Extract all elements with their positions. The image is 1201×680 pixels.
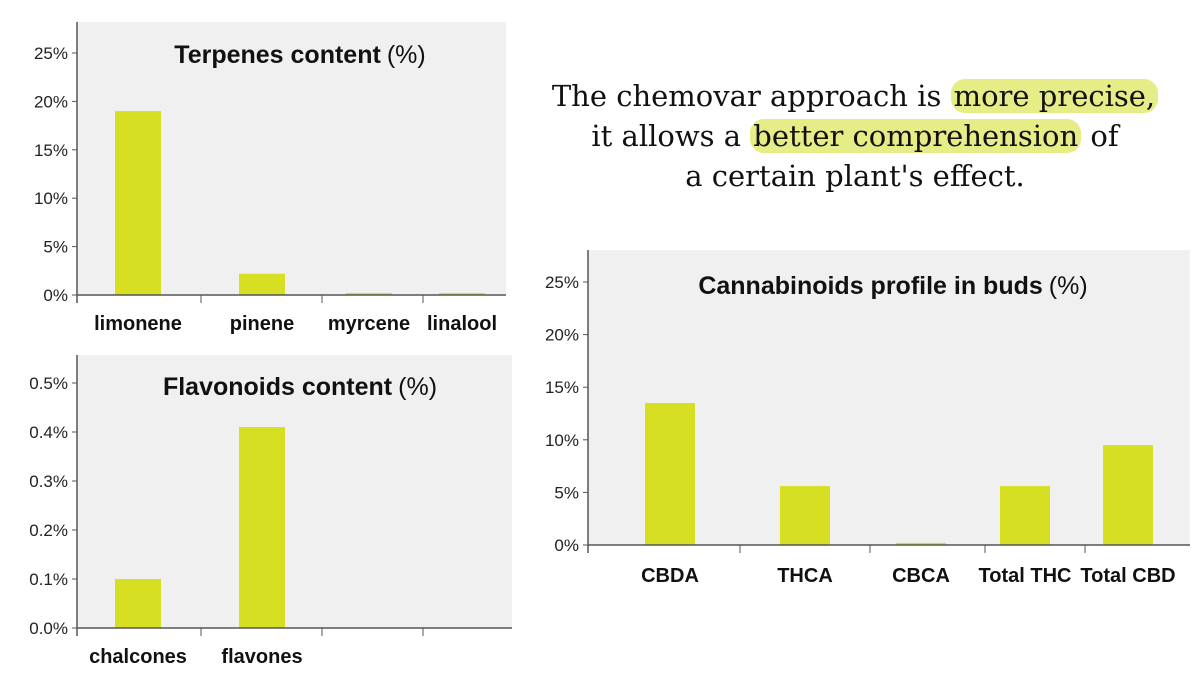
y-tick-label: 0.2% — [29, 521, 68, 540]
chart-title: Flavonoids content (%) — [163, 373, 437, 401]
quote-text-part: The chemovar approach is — [551, 79, 951, 113]
chart-title-unit: (%) — [1049, 272, 1088, 300]
y-tick-label: 0.3% — [29, 472, 68, 491]
bar-cbca — [896, 542, 946, 545]
y-tick-label: 20% — [545, 326, 579, 345]
bar-total-thc — [1000, 486, 1050, 545]
bar-total-cbd — [1103, 445, 1153, 545]
chart-title: Terpenes content (%) — [174, 41, 425, 69]
quote-line-2: it allows a better comprehension of — [520, 116, 1190, 156]
chart-title: Cannabinoids profile in buds (%) — [698, 272, 1087, 300]
bar-myrcene — [346, 293, 392, 295]
category-label: Total CBD — [1080, 565, 1175, 587]
category-label: CBDA — [641, 565, 699, 587]
terpenes-chart: 0% 5% 10% 15% 20% 25% limonene pinene myrcene lin… — [34, 22, 506, 335]
chart-title-text: Terpenes content — [174, 41, 381, 69]
chart-title-unit: (%) — [387, 41, 426, 69]
y-tick-label: 25% — [545, 273, 579, 292]
category-label: linalool — [427, 313, 497, 335]
y-tick-label: 0% — [554, 536, 579, 555]
category-label: THCA — [777, 565, 833, 587]
quote-text-part: of — [1081, 119, 1119, 153]
y-tick-label: 25% — [34, 44, 68, 63]
y-tick-label: 5% — [554, 483, 579, 502]
bar-cbda — [645, 402, 695, 545]
bar-chalcones — [115, 579, 161, 628]
y-tick-label: 10% — [34, 189, 68, 208]
category-label: myrcene — [328, 313, 410, 335]
bar-pinene — [239, 273, 285, 295]
chart-title-text: Flavonoids content — [163, 373, 393, 401]
y-tick-label: 15% — [34, 141, 68, 160]
category-label: chalcones — [89, 646, 187, 668]
y-tick-label: 0.4% — [29, 423, 68, 442]
chart-title-unit: (%) — [398, 373, 437, 401]
cannabinoids-chart: 0% 5% 10% 15% 20% 25% CBDA THCA CBCA Total THC Tot… — [545, 250, 1190, 587]
bar-flavones — [239, 427, 285, 628]
bar-limonene — [115, 111, 161, 295]
chart-title-text: Cannabinoids profile in buds — [698, 272, 1042, 300]
y-tick-label: 5% — [43, 238, 68, 257]
category-label: CBCA — [892, 565, 950, 587]
quote-highlight: more precise, — [950, 79, 1159, 113]
y-tick-label: 0.5% — [29, 374, 68, 393]
quote-text: The chemovar approach is more precise, i… — [520, 76, 1190, 196]
category-label: pinene — [230, 313, 294, 335]
y-tick-label: 0.1% — [29, 570, 68, 589]
category-label: limonene — [94, 313, 182, 335]
flavonoids-chart: 0.0% 0.1% 0.2% 0.3% 0.4% 0.5% chalcones flavone… — [29, 355, 512, 668]
y-tick-label: 15% — [545, 378, 579, 397]
quote-line-3: a certain plant's effect. — [685, 159, 1025, 193]
quote-highlight: better comprehension — [750, 119, 1082, 153]
bar-thca — [780, 486, 830, 545]
quote-line-1: The chemovar approach is more precise, — [520, 76, 1190, 116]
y-tick-label: 0% — [43, 286, 68, 305]
category-label: Total THC — [979, 565, 1072, 587]
category-label: flavones — [221, 646, 302, 668]
y-tick-label: 10% — [545, 431, 579, 450]
y-tick-label: 20% — [34, 92, 68, 111]
bar-linalool — [439, 293, 485, 295]
y-tick-label: 0.0% — [29, 619, 68, 638]
quote-text-part: it allows a — [591, 119, 751, 153]
